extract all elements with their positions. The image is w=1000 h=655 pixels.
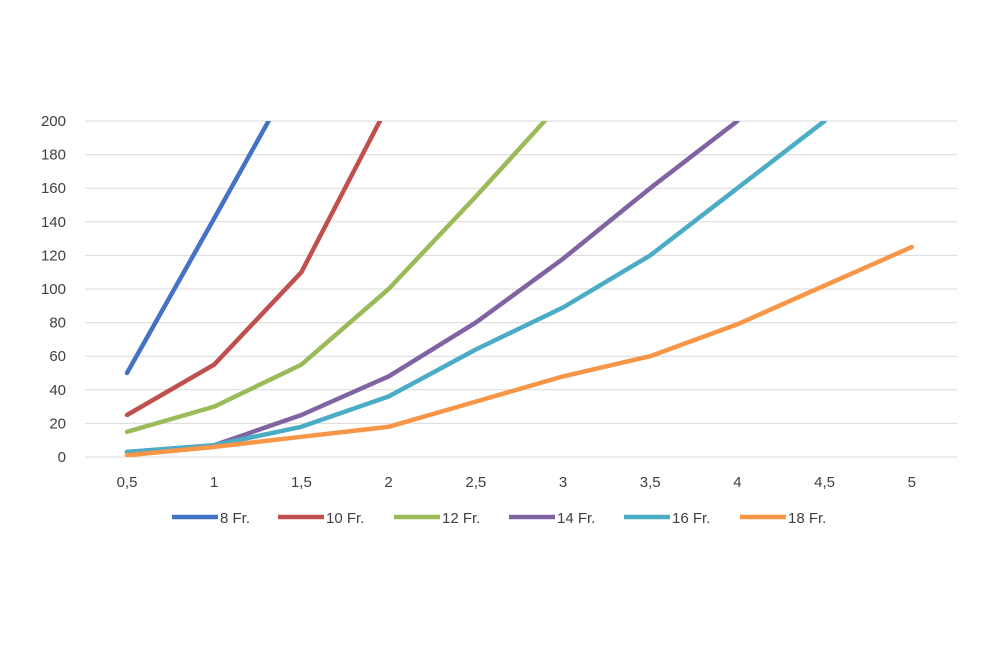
x-tick-label: 0,5 (117, 474, 138, 491)
x-tick-label: 2 (384, 474, 392, 491)
series-line-10-fr (124, 121, 383, 418)
y-axis: 0 20 40 60 80 100 120 140 160 180 200 (41, 113, 66, 466)
y-tick-label: 120 (41, 247, 66, 264)
legend-label: 18 Fr. (788, 510, 826, 527)
x-tick-label: 1 (210, 474, 218, 491)
x-tick-label: 1,5 (291, 474, 312, 491)
y-tick-label: 180 (41, 147, 66, 164)
y-tick-label: 160 (41, 180, 66, 197)
x-tick-label: 5 (908, 474, 916, 491)
y-tick-label: 40 (49, 382, 66, 399)
y-tick-label: 200 (41, 113, 66, 130)
legend: 8 Fr. 10 Fr. 12 Fr. 14 Fr. 16 Fr. 18 Fr. (172, 510, 826, 527)
series-line-12-fr (124, 121, 548, 435)
legend-label: 16 Fr. (672, 510, 710, 527)
y-tick-label: 100 (41, 281, 66, 298)
legend-label: 12 Fr. (442, 510, 480, 527)
y-tick-label: 140 (41, 214, 66, 231)
x-axis: 0,5 1 1,5 2 2,5 3 3,5 4 4,5 5 (117, 474, 916, 491)
series-lines (124, 121, 915, 457)
series-line-8-fr (124, 121, 272, 376)
y-tick-label: 80 (49, 315, 66, 332)
x-tick-label: 4 (733, 474, 741, 491)
legend-label: 14 Fr. (557, 510, 595, 527)
legend-label: 8 Fr. (220, 510, 250, 527)
y-tick-label: 60 (49, 348, 66, 365)
y-tick-label: 0 (58, 449, 66, 466)
legend-label: 10 Fr. (326, 510, 364, 527)
y-tick-label: 20 (49, 415, 66, 432)
x-tick-label: 3 (559, 474, 567, 491)
x-tick-label: 4,5 (814, 474, 835, 491)
series-line-18-fr (124, 244, 915, 457)
x-tick-label: 2,5 (465, 474, 486, 491)
x-tick-label: 3,5 (640, 474, 661, 491)
series-line-16-fr (124, 121, 827, 455)
